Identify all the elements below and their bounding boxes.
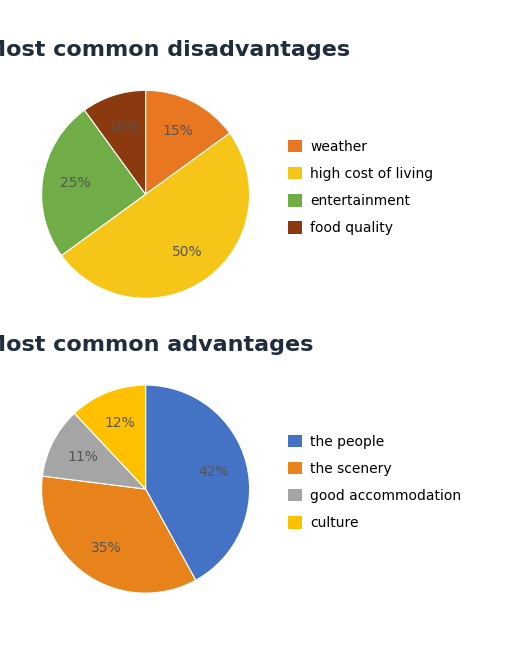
Legend: the people, the scenery, good accommodation, culture: the people, the scenery, good accommodat…	[288, 435, 461, 530]
Wedge shape	[42, 110, 146, 255]
Wedge shape	[61, 133, 250, 298]
Text: 11%: 11%	[67, 450, 98, 464]
Wedge shape	[146, 90, 230, 194]
Wedge shape	[84, 90, 146, 194]
Text: 42%: 42%	[199, 464, 229, 478]
Text: Most common advantages: Most common advantages	[0, 335, 314, 355]
Wedge shape	[43, 413, 146, 489]
Text: 50%: 50%	[172, 245, 202, 259]
Wedge shape	[146, 385, 250, 580]
Text: 25%: 25%	[60, 176, 91, 190]
Text: 15%: 15%	[162, 125, 193, 138]
Wedge shape	[74, 385, 146, 489]
Legend: weather, high cost of living, entertainment, food quality: weather, high cost of living, entertainm…	[288, 140, 433, 235]
Text: 10%: 10%	[108, 120, 139, 134]
Wedge shape	[42, 476, 196, 593]
Text: 12%: 12%	[104, 416, 135, 430]
Text: 35%: 35%	[90, 541, 121, 555]
Text: Most common disadvantages: Most common disadvantages	[0, 40, 350, 60]
